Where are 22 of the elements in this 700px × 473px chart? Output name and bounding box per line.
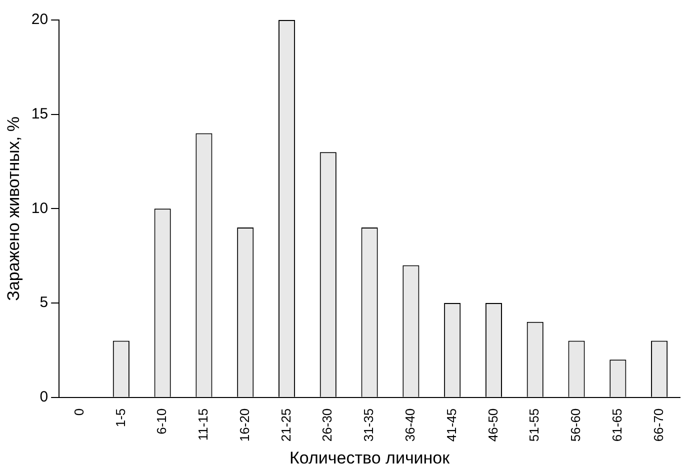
x-tick-label: 61-65 <box>609 408 624 442</box>
x-tick-label: 21-25 <box>278 408 294 442</box>
x-tick-label: 46-50 <box>485 408 500 442</box>
x-tick-label: 41-45 <box>444 408 459 442</box>
y-tick-label: 0 <box>40 388 48 406</box>
x-tick-label: 51-55 <box>526 408 542 442</box>
x-tick-label: 6-10 <box>154 408 170 434</box>
x-tick-label: 66-70 <box>650 408 666 442</box>
x-tick-label: 16-20 <box>236 408 252 442</box>
y-tick-label: 5 <box>40 294 48 312</box>
x-tick-label: 26-30 <box>320 408 335 442</box>
x-tick-label: 1-5 <box>112 408 128 428</box>
y-tick-label: 15 <box>31 105 48 122</box>
x-tick-label: 56-60 <box>568 408 584 442</box>
x-tick-label: 11-15 <box>196 408 211 441</box>
y-tick-label: 10 <box>31 200 48 217</box>
y-axis-title: Заражено животных, % <box>4 116 23 301</box>
y-tick-label: 20 <box>31 11 48 28</box>
x-tick-label: 36-40 <box>402 408 418 442</box>
x-axis-title: Количество личинок <box>290 448 450 468</box>
x-tick-label: 31-35 <box>361 408 376 442</box>
x-tick-label: 0 <box>71 408 86 416</box>
